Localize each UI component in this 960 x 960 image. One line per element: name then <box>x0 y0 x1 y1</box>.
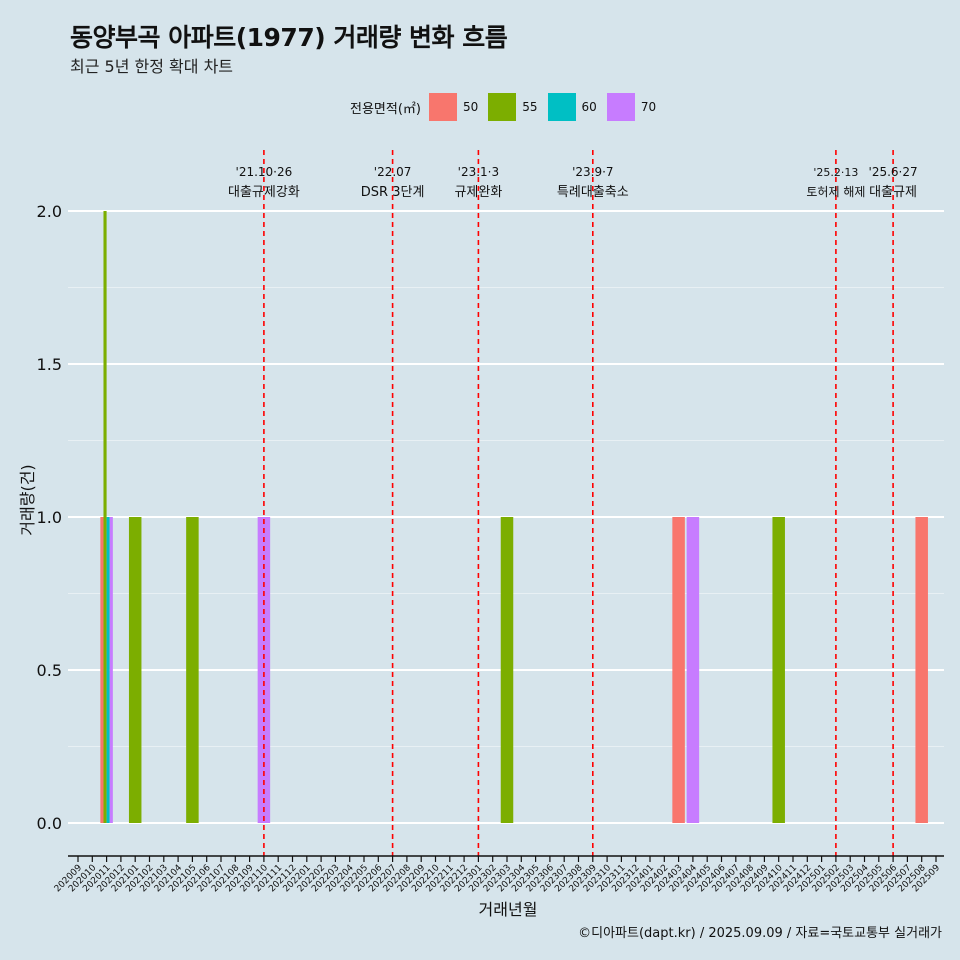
legend-swatch-50 <box>428 93 457 121</box>
legend-item-55: 55 <box>488 93 541 121</box>
y-tick-label: 2.0 <box>37 202 62 221</box>
legend-swatch-55 <box>488 93 517 121</box>
event-label-202502: 토허제 해제 <box>806 185 865 199</box>
caption: ©디아파트(dapt.kr) / 2025.09.09 / 자료=국토교통부 실… <box>578 926 942 941</box>
event-date-202502: '25.2·13 <box>813 166 858 179</box>
legend-swatch-70 <box>606 93 635 121</box>
y-tick-label: 1.0 <box>37 508 62 527</box>
chart-title: 동양부곡 아파트(1977) 거래량 변화 흐름 <box>70 23 508 52</box>
y-axis-title: 거래량(건) <box>18 464 37 535</box>
y-tick-label: 1.5 <box>37 355 62 374</box>
bar-55-202105 <box>186 517 199 823</box>
legend-item-50: 50 <box>428 93 482 121</box>
bar-70-202110 <box>257 517 271 823</box>
bar-50-202011 <box>100 517 104 823</box>
legend-item-70: 70 <box>606 93 660 121</box>
event-label-202506: 대출규제 <box>869 185 917 200</box>
event-date-202506: '25.6·27 <box>869 165 918 179</box>
event-date-202309: '23.9·7 <box>572 165 613 179</box>
bar-60-202011 <box>106 517 110 823</box>
bar-70-202404 <box>686 517 700 823</box>
bar-70-202011 <box>109 517 113 823</box>
event-date-202207: '22.07 <box>374 165 412 179</box>
bar-50-202508 <box>915 517 928 823</box>
bar-55-202011 <box>103 211 107 823</box>
legend-swatch-60 <box>547 93 576 121</box>
legend-label-55: 55 <box>522 100 538 114</box>
event-date-202301: '23.1·3 <box>458 165 499 179</box>
legend-item-60: 60 <box>547 93 601 121</box>
event-label-202110: 대출규제강화 <box>228 185 300 200</box>
event-label-202207: DSR 3단계 <box>361 185 425 200</box>
legend: 전용면적(㎡) 50 55 60 70 <box>350 92 666 122</box>
legend-label-50: 50 <box>462 100 479 114</box>
legend-title: 전용면적(㎡) <box>350 101 421 117</box>
event-date-202110: '21.10·26 <box>236 165 293 179</box>
bar-50-202403 <box>672 517 685 823</box>
event-label-202309: 특례대출축소 <box>557 185 629 200</box>
bar-55-202410 <box>772 517 785 823</box>
bar-55-202303 <box>500 517 514 823</box>
x-axis-title: 거래년월 <box>479 900 538 919</box>
legend-label-60: 60 <box>581 100 597 114</box>
bar-55-202101 <box>128 517 142 823</box>
y-tick-label: 0.0 <box>37 814 62 833</box>
chart-subtitle: 최근 5년 한정 확대 차트 <box>70 57 234 76</box>
event-label-202301: 규제완화 <box>454 185 502 200</box>
y-tick-label: 0.5 <box>37 661 62 680</box>
legend-label-70: 70 <box>640 100 657 114</box>
